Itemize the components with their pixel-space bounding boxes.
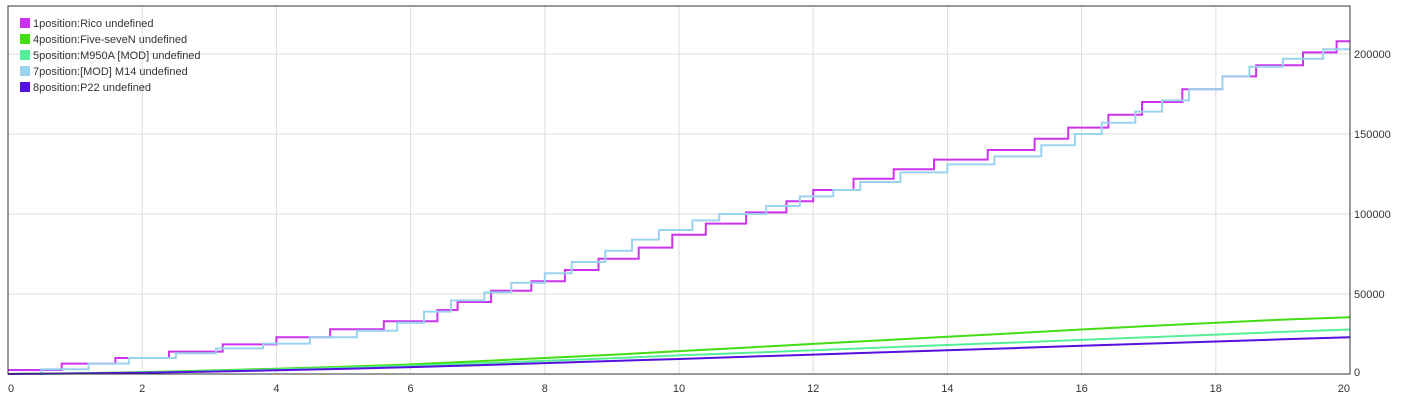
x-axis-tick-labels: 0 2 4 6 8 10 12 14 16 18 20	[8, 383, 1350, 395]
series-line-5	[7, 336, 1351, 375]
x-tick-label: 14	[941, 383, 953, 395]
legend-swatch	[20, 18, 30, 28]
legend-item[interactable]: 5position:M950A [MOD] undefined	[20, 50, 201, 62]
plot-frame	[7, 5, 1351, 375]
y-axis-tick-labels: 0 50000 100000 150000 200000	[1354, 49, 1391, 379]
x-tick-label: 0	[8, 383, 14, 395]
legend: 1position:Rico undefined 4position:Five-s…	[20, 18, 201, 94]
x-tick-label: 8	[542, 383, 548, 395]
legend-label: 7position:[MOD] M14 undefined	[33, 66, 188, 78]
x-tick-label: 20	[1338, 383, 1350, 395]
y-tick-label: 200000	[1354, 49, 1391, 61]
x-tick-label: 4	[273, 383, 279, 395]
series-lines	[7, 40, 1351, 375]
y-tick-label: 50000	[1354, 289, 1385, 301]
x-tick-label: 6	[408, 383, 414, 395]
legend-label: 4position:Five-seveN undefined	[33, 34, 187, 46]
grid-lines	[7, 6, 1351, 375]
series-line-4	[8, 48, 1350, 375]
legend-item[interactable]: 7position:[MOD] M14 undefined	[20, 66, 188, 78]
y-tick-label: 100000	[1354, 209, 1391, 221]
x-tick-label: 2	[139, 383, 145, 395]
y-tick-label: 150000	[1354, 129, 1391, 141]
legend-item[interactable]: 8position:P22 undefined	[20, 82, 151, 94]
legend-label: 5position:M950A [MOD] undefined	[33, 50, 201, 62]
x-tick-label: 16	[1075, 383, 1087, 395]
legend-swatch	[20, 34, 30, 44]
x-tick-label: 10	[673, 383, 685, 395]
x-tick-label: 12	[807, 383, 819, 395]
y-tick-label: 0	[1354, 367, 1360, 379]
legend-item[interactable]: 4position:Five-seveN undefined	[20, 34, 187, 46]
legend-swatch	[20, 66, 30, 76]
legend-label: 8position:P22 undefined	[33, 82, 151, 94]
x-tick-label: 18	[1210, 383, 1222, 395]
legend-swatch	[20, 50, 30, 60]
legend-swatch	[20, 82, 30, 92]
legend-label: 1position:Rico undefined	[33, 18, 153, 30]
legend-item[interactable]: 1position:Rico undefined	[20, 18, 153, 30]
